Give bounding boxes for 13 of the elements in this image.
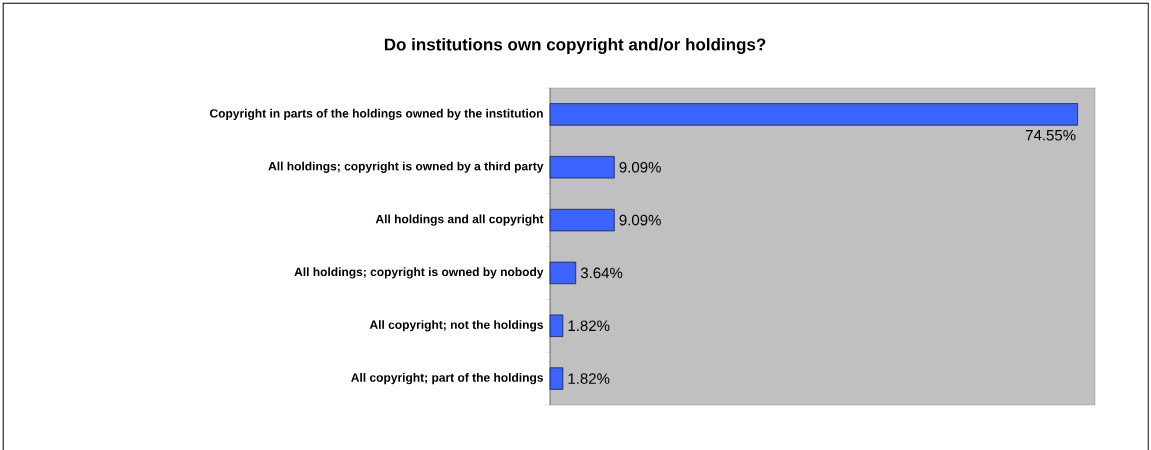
y-tick-label: Copyright in parts of the holdings owned by the institution [209,108,543,121]
data-label: 1.82% [568,320,610,332]
chart-title: Do institutions own copyright and/or holdings? [384,38,766,54]
y-tick-label: All holdings and all copyright [375,214,544,226]
y-tick-label: All holdings; copyright is owned by nobody [294,267,544,279]
data-label: 3.64% [580,267,623,279]
y-tick-label: All copyright; not the holdings [369,320,543,332]
data-label: 9.09% [619,161,661,173]
data-label: 1.82% [568,373,610,384]
data-label: 74.55% [1025,129,1076,141]
y-tick-label: All holdings; copyright is owned by a third party [268,161,544,173]
y-tick-label: All copyright; part of the holdings [351,372,543,385]
data-label: 9.09% [619,214,661,226]
